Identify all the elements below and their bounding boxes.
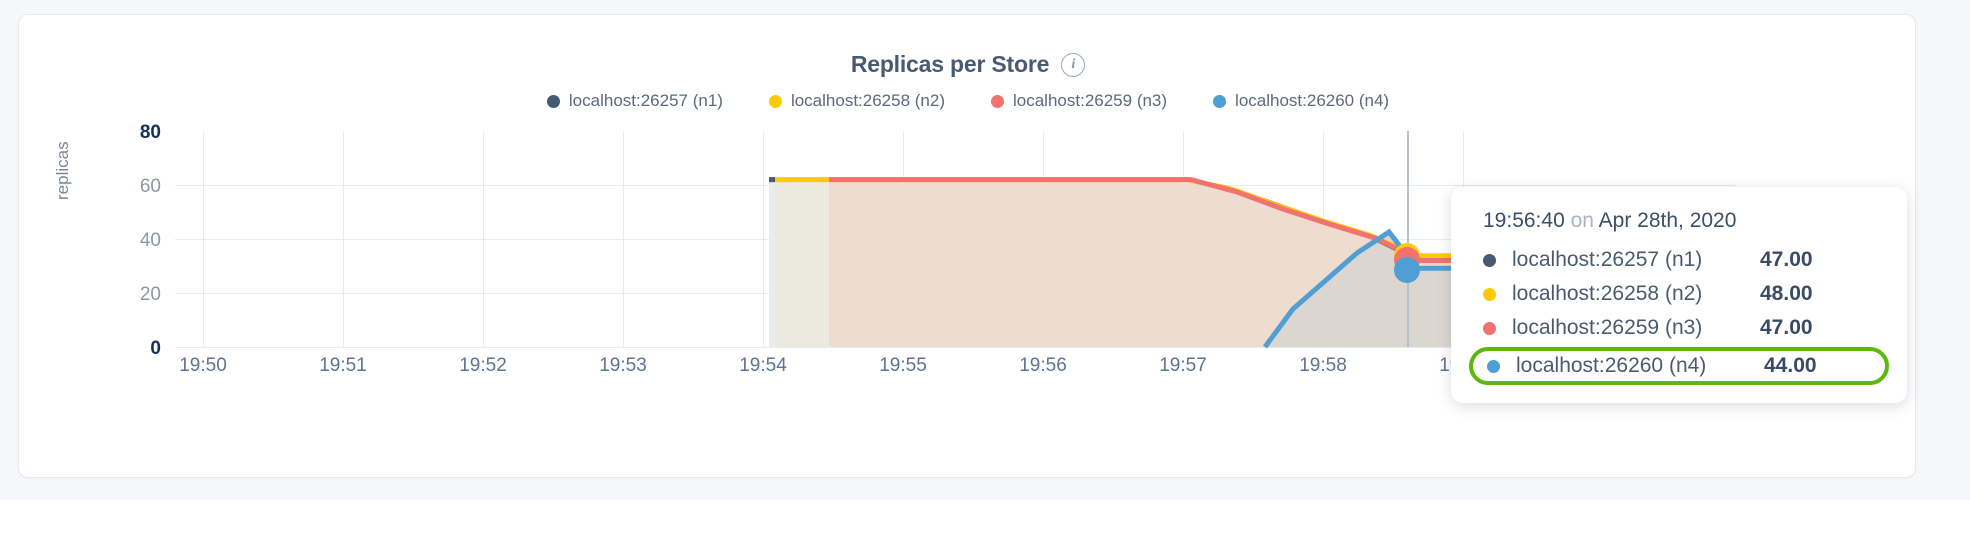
- gridline-v-1: [203, 131, 204, 347]
- legend-item-n4[interactable]: localhost:26260 (n4): [1213, 91, 1389, 111]
- legend-item-n3[interactable]: localhost:26259 (n3): [991, 91, 1167, 111]
- y-axis-label: replicas: [53, 141, 72, 200]
- x-tick-3: 19:52: [459, 355, 507, 376]
- legend-item-n2[interactable]: localhost:26258 (n2): [768, 91, 945, 111]
- legend-label: localhost:26258 (n2): [790, 91, 945, 110]
- tooltip-series-value: 47.00: [1760, 316, 1813, 339]
- tooltip-row-n3: localhost:26259 (n3) 47.00: [1451, 311, 1907, 345]
- tooltip-swatch-icon: [1483, 321, 1496, 335]
- tooltip-swatch-icon: [1483, 253, 1496, 267]
- x-tick-2: 19:51: [319, 355, 367, 376]
- gridline-v-5: [763, 131, 764, 347]
- page-background-strip: [0, 500, 1970, 540]
- chart-title-text: Replicas per Store: [850, 51, 1050, 77]
- x-tick-5: 19:54: [739, 355, 787, 376]
- hover-tooltip: 19:56:40 on Apr 28th, 2020 localhost:262…: [1451, 187, 1907, 403]
- tooltip-timestamp: 19:56:40 on Apr 28th, 2020: [1451, 209, 1907, 243]
- tooltip-row-n1: localhost:26257 (n1) 47.00: [1451, 243, 1907, 277]
- tooltip-swatch-icon: [1487, 359, 1500, 373]
- chart-card: Replicas per Store i localhost:26257 (n1…: [18, 14, 1916, 478]
- legend-swatch-icon: [768, 94, 782, 108]
- legend-label: localhost:26259 (n3): [1013, 91, 1168, 110]
- y-tick-0: 0: [150, 338, 161, 359]
- tooltip-time: 19:56:40: [1483, 209, 1565, 232]
- tooltip-row-n4-highlighted: localhost:26260 (n4) 44.00: [1469, 347, 1889, 385]
- y-tick-60: 60: [139, 176, 161, 197]
- x-tick-4: 19:53: [599, 355, 647, 376]
- x-tick-8: 19:57: [1159, 355, 1207, 376]
- tooltip-series-value: 48.00: [1760, 282, 1813, 305]
- gridline-v-3: [483, 131, 484, 347]
- tooltip-series-label: localhost:26260 (n4): [1516, 354, 1707, 377]
- chart-legend: localhost:26257 (n1) localhost:26258 (n2…: [19, 91, 1917, 111]
- legend-label: localhost:26260 (n4): [1235, 91, 1390, 110]
- legend-label: localhost:26257 (n1): [568, 91, 723, 110]
- legend-swatch-icon: [1213, 94, 1227, 108]
- y-tick-20: 20: [139, 284, 161, 305]
- tooltip-on-word: on: [1570, 209, 1594, 232]
- gridline-v-2: [343, 131, 344, 347]
- x-tick-1: 19:50: [179, 355, 227, 376]
- y-tick-40: 40: [139, 230, 161, 251]
- page-title: Replicas per Store i: [19, 51, 1917, 78]
- x-tick-7: 19:56: [1019, 355, 1067, 376]
- legend-swatch-icon: [546, 94, 560, 108]
- y-tick-80: 80: [139, 122, 161, 143]
- tooltip-series-label: localhost:26257 (n1): [1512, 248, 1703, 271]
- x-tick-9: 19:58: [1299, 355, 1347, 376]
- tooltip-series-label: localhost:26259 (n3): [1512, 316, 1703, 339]
- legend-item-n1[interactable]: localhost:26257 (n1): [546, 91, 723, 111]
- tooltip-series-label: localhost:26258 (n2): [1512, 282, 1703, 305]
- area-n2: [775, 179, 829, 347]
- tooltip-swatch-icon: [1483, 287, 1496, 301]
- tooltip-series-value: 44.00: [1764, 354, 1817, 377]
- hover-dot-n4: [1394, 257, 1420, 283]
- legend-swatch-icon: [991, 94, 1004, 108]
- y-axis-ticks: 80 60 40 20 0: [95, 123, 161, 358]
- hover-crosshair: [1407, 131, 1409, 347]
- info-icon[interactable]: i: [1061, 52, 1086, 77]
- area-n1: [769, 179, 775, 347]
- x-tick-6: 19:55: [879, 355, 927, 376]
- tooltip-row-n2: localhost:26258 (n2) 48.00: [1451, 277, 1907, 311]
- gridline-v-4: [623, 131, 624, 347]
- gridline-h-0: [175, 347, 1735, 348]
- tooltip-date: Apr 28th, 2020: [1598, 209, 1737, 232]
- tooltip-series-value: 47.00: [1760, 248, 1813, 271]
